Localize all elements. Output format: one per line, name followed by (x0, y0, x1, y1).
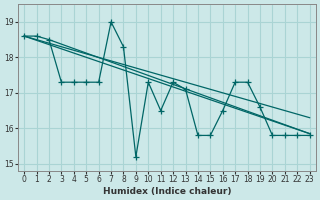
X-axis label: Humidex (Indice chaleur): Humidex (Indice chaleur) (103, 187, 231, 196)
